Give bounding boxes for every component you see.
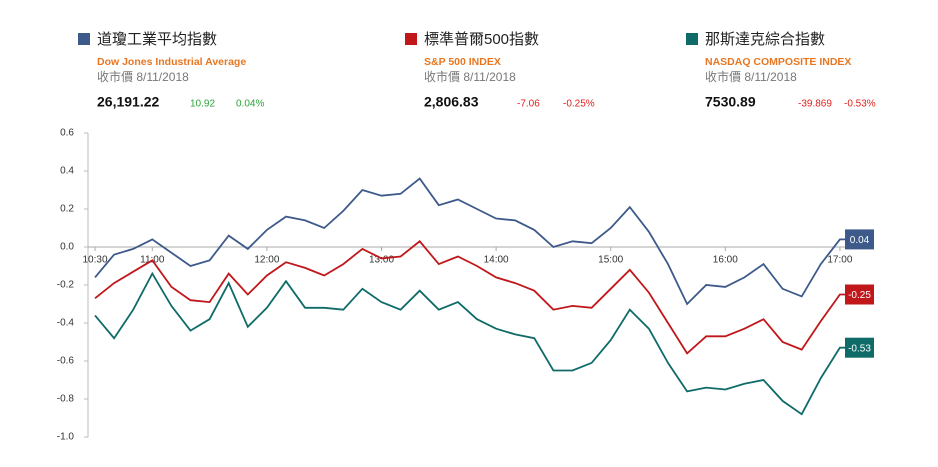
change-value: 10.92 <box>190 99 215 110</box>
y-tick-label: 0.2 <box>60 204 74 215</box>
close-value: 2,806.83 <box>424 94 479 110</box>
y-tick-label: -0.2 <box>57 280 75 291</box>
change-value: -39.869 <box>798 99 832 110</box>
series-line <box>94 271 859 416</box>
series-line <box>94 240 859 355</box>
x-tick-label: 17:00 <box>827 255 852 266</box>
end-label-box <box>845 229 874 250</box>
x-tick-label: 13:00 <box>369 255 394 266</box>
index-english-name: NASDAQ COMPOSITE INDEX <box>705 56 851 68</box>
index-name: 標準普爾500指數 <box>424 31 539 48</box>
close-value: 7530.89 <box>705 94 756 110</box>
y-tick-label: -0.6 <box>57 356 75 367</box>
y-tick-label: -0.4 <box>57 318 75 329</box>
end-label-box <box>845 284 874 305</box>
y-tick-label: 0.6 <box>60 128 74 139</box>
series-line <box>94 177 859 306</box>
y-tick-label: 0.0 <box>60 242 74 253</box>
close-date: 收市價 8/11/2018 <box>705 69 797 84</box>
close-date: 收市價 8/11/2018 <box>424 69 516 84</box>
x-tick-label: 10:30 <box>82 255 107 266</box>
end-label: -0.25 <box>848 290 871 301</box>
index-name: 那斯達克綜合指數 <box>705 31 825 48</box>
legend-swatch <box>686 33 698 45</box>
legend-swatch <box>78 33 90 45</box>
change-percent: -0.25% <box>563 99 595 110</box>
x-tick-label: 12:00 <box>254 255 279 266</box>
x-tick-label: 16:00 <box>713 255 738 266</box>
end-label-box <box>845 337 874 358</box>
change-percent: 0.04% <box>236 99 264 110</box>
y-tick-label: -0.8 <box>57 394 75 405</box>
close-date: 收市價 8/11/2018 <box>97 69 189 84</box>
end-label: -0.53 <box>848 343 871 354</box>
y-tick-label: -1.0 <box>57 432 75 443</box>
end-label: 0.04 <box>850 235 870 246</box>
close-value: 26,191.22 <box>97 94 159 110</box>
change-percent: -0.53% <box>844 99 876 110</box>
index-english-name: Dow Jones Industrial Average <box>97 56 246 68</box>
x-tick-label: 14:00 <box>484 255 509 266</box>
index-english-name: S&P 500 INDEX <box>424 56 501 68</box>
y-tick-label: 0.4 <box>60 166 74 177</box>
x-tick-label: 15:00 <box>598 255 623 266</box>
index-name: 道瓊工業平均指數 <box>97 31 217 48</box>
legend-swatch <box>405 33 417 45</box>
change-value: -7.06 <box>517 99 540 110</box>
